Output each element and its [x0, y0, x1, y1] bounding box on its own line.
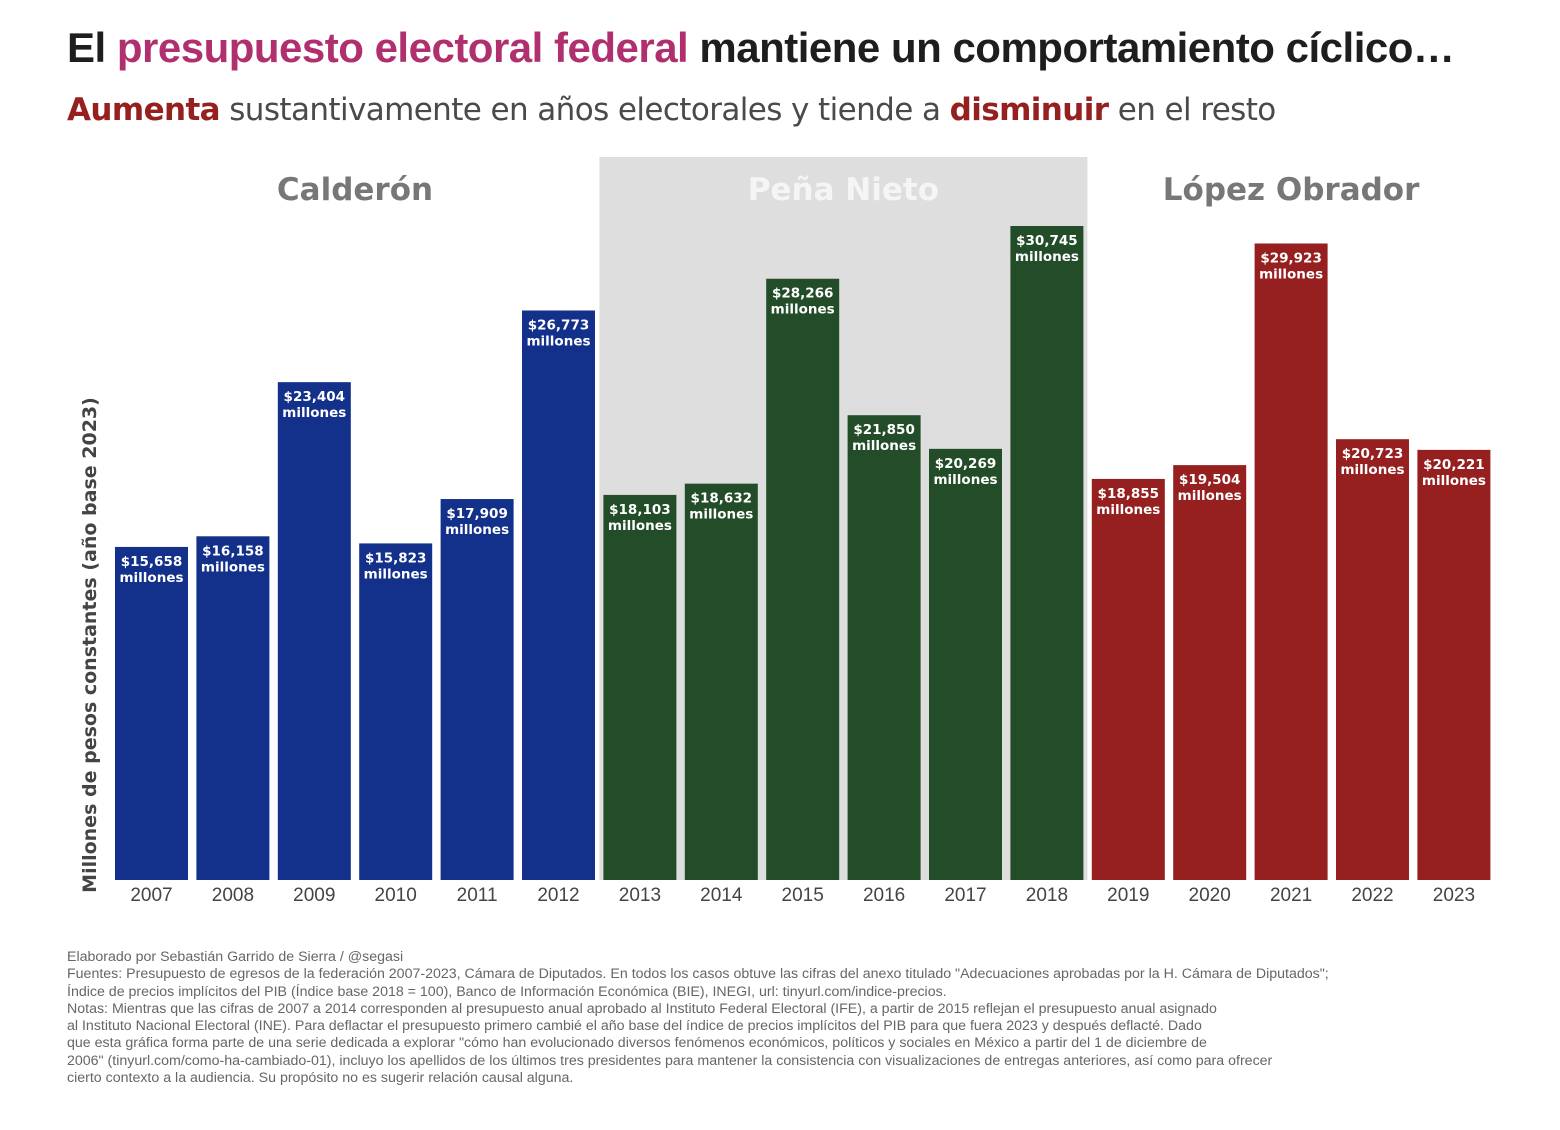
- title-part-2: mantiene un comportamiento cíclico…: [688, 24, 1455, 71]
- x-tick-2007: 2007: [130, 885, 172, 906]
- bar-2020: [1173, 465, 1247, 880]
- bar-2015: [766, 278, 840, 880]
- data-label-value-2017: $20,269: [935, 456, 997, 472]
- footer-notes-line-2: al Instituto Nacional Electoral (INE). P…: [67, 1018, 1202, 1035]
- bar-2010: [359, 543, 433, 880]
- x-tick-2012: 2012: [537, 885, 579, 906]
- data-label-unit-2021: millones: [1259, 266, 1323, 282]
- title-part-1: El: [67, 24, 117, 71]
- data-label-unit-2007: millones: [119, 570, 183, 586]
- data-label-value-2021: $29,923: [1260, 250, 1322, 266]
- footer-notes: Elaborado por Sebastián Garrido de Sierr…: [67, 949, 1507, 1087]
- x-tick-2011: 2011: [457, 885, 498, 906]
- footer-notes-line-4: 2006" (tinyurl.com/como-ha-cambiado-01),…: [67, 1052, 1273, 1069]
- data-label-unit-2014: millones: [689, 507, 753, 523]
- bar-2017: [929, 448, 1002, 880]
- x-tick-2013: 2013: [619, 885, 661, 906]
- data-label-value-2022: $20,723: [1342, 446, 1404, 462]
- bar-2008: [196, 536, 270, 880]
- data-label-value-2020: $19,504: [1179, 472, 1241, 488]
- data-label-unit-2013: millones: [608, 518, 672, 534]
- bar-2023: [1417, 449, 1491, 880]
- x-tick-2023: 2023: [1433, 885, 1475, 906]
- period-shade-layer: [599, 157, 1088, 880]
- data-label-value-2019: $18,855: [1098, 486, 1160, 502]
- bar-2018: [1010, 226, 1084, 880]
- data-label-value-2023: $20,221: [1423, 457, 1485, 473]
- subtitle-part-2: en el resto: [1108, 92, 1277, 128]
- period-label-layer: Calderón Peña Nieto López Obrador: [277, 172, 1420, 208]
- data-label-value-2014: $18,632: [691, 491, 753, 507]
- data-label-value-2011: $17,909: [446, 506, 508, 522]
- data-label-unit-2022: millones: [1340, 462, 1404, 478]
- footer-notes-line-1: Notas: Mientras que las cifras de 2007 a…: [67, 1000, 1217, 1017]
- data-label-value-2009: $23,404: [284, 389, 346, 405]
- footer-credit: Elaborado por Sebastián Garrido de Sierr…: [67, 949, 404, 965]
- footer-sources-line-2: Índice de precios implícitos del PIB (Ín…: [67, 983, 947, 1000]
- data-label-unit-2010: millones: [364, 566, 428, 582]
- data-label-unit-2008: millones: [201, 559, 265, 575]
- x-tick-2017: 2017: [944, 885, 986, 906]
- data-label-value-2015: $28,266: [772, 286, 834, 302]
- data-label-layer: $15,658millones$16,158millones$23,404mil…: [119, 233, 1485, 586]
- period-label-0: Calderón: [277, 172, 433, 208]
- x-tick-2015: 2015: [782, 885, 824, 906]
- subtitle-highlight-increase: Aumenta: [67, 92, 221, 128]
- title-highlight: presupuesto electoral federal: [116, 24, 689, 71]
- data-label-unit-2012: millones: [526, 333, 590, 349]
- footer-notes-line-5: cierto contexto a la audiencia. Su propó…: [67, 1070, 574, 1087]
- bar-2022: [1336, 439, 1409, 880]
- x-tick-2014: 2014: [700, 885, 743, 906]
- data-label-unit-2019: millones: [1096, 502, 1160, 518]
- x-tick-2019: 2019: [1107, 885, 1149, 906]
- x-tick-2018: 2018: [1026, 885, 1068, 906]
- data-label-value-2018: $30,745: [1016, 233, 1078, 249]
- footer-notes-line-3: que esta gráfica forma parte de una seri…: [67, 1035, 1207, 1052]
- bar-2012: [522, 310, 595, 880]
- period-label-1: Peña Nieto: [748, 172, 939, 208]
- data-label-unit-2016: millones: [852, 438, 916, 454]
- data-label-value-2013: $18,103: [609, 502, 671, 518]
- bar-2009: [277, 382, 351, 880]
- data-label-unit-2009: millones: [282, 405, 346, 421]
- data-label-value-2012: $26,773: [528, 317, 590, 333]
- bar-2021: [1254, 243, 1328, 881]
- data-label-unit-2018: millones: [1015, 249, 1079, 265]
- data-label-unit-2023: millones: [1422, 473, 1486, 489]
- bar-chart: Calderón Peña Nieto López Obrador $15,658m…: [79, 157, 1491, 906]
- data-label-value-2007: $15,658: [121, 554, 183, 570]
- y-axis-label: Millones de pesos constantes (año base 2…: [79, 397, 101, 893]
- x-tick-2020: 2020: [1189, 885, 1231, 906]
- data-label-unit-2015: millones: [771, 302, 835, 318]
- bar-layer: [115, 226, 1491, 881]
- x-tick-2009: 2009: [293, 885, 335, 906]
- chart-subtitle: Aumenta sustantivamente en años electora…: [67, 92, 1276, 128]
- x-tick-layer: 2007 2008 2009 2010 2011 2012 2013 2014 2015 2016…: [130, 885, 1475, 906]
- bar-2019: [1091, 478, 1165, 880]
- x-tick-2021: 2021: [1270, 885, 1312, 906]
- chart-title: El presupuesto electoral federal mantien…: [67, 24, 1455, 72]
- data-label-unit-2017: millones: [933, 472, 997, 488]
- bar-2013: [603, 494, 677, 880]
- footer-sources-line-1: Fuentes: Presupuesto de egresos de la fe…: [67, 966, 1329, 983]
- bar-2014: [684, 483, 758, 880]
- period-shade-1: [599, 157, 1088, 880]
- bar-2016: [847, 415, 921, 880]
- bar-2011: [440, 499, 514, 880]
- x-tick-2022: 2022: [1351, 885, 1393, 906]
- subtitle-highlight-decrease: disminuir: [949, 92, 1109, 128]
- x-tick-2010: 2010: [375, 885, 417, 906]
- x-tick-2016: 2016: [863, 885, 905, 906]
- subtitle-part-1: sustantivamente en años electorales y ti…: [220, 92, 950, 128]
- data-label-unit-2020: millones: [1178, 488, 1242, 504]
- data-label-value-2016: $21,850: [853, 422, 915, 438]
- x-tick-2008: 2008: [212, 885, 254, 906]
- period-label-2: López Obrador: [1163, 172, 1420, 208]
- data-label-unit-2011: millones: [445, 522, 509, 538]
- data-label-value-2008: $16,158: [202, 543, 264, 559]
- data-label-value-2010: $15,823: [365, 550, 427, 566]
- bar-2007: [115, 546, 188, 880]
